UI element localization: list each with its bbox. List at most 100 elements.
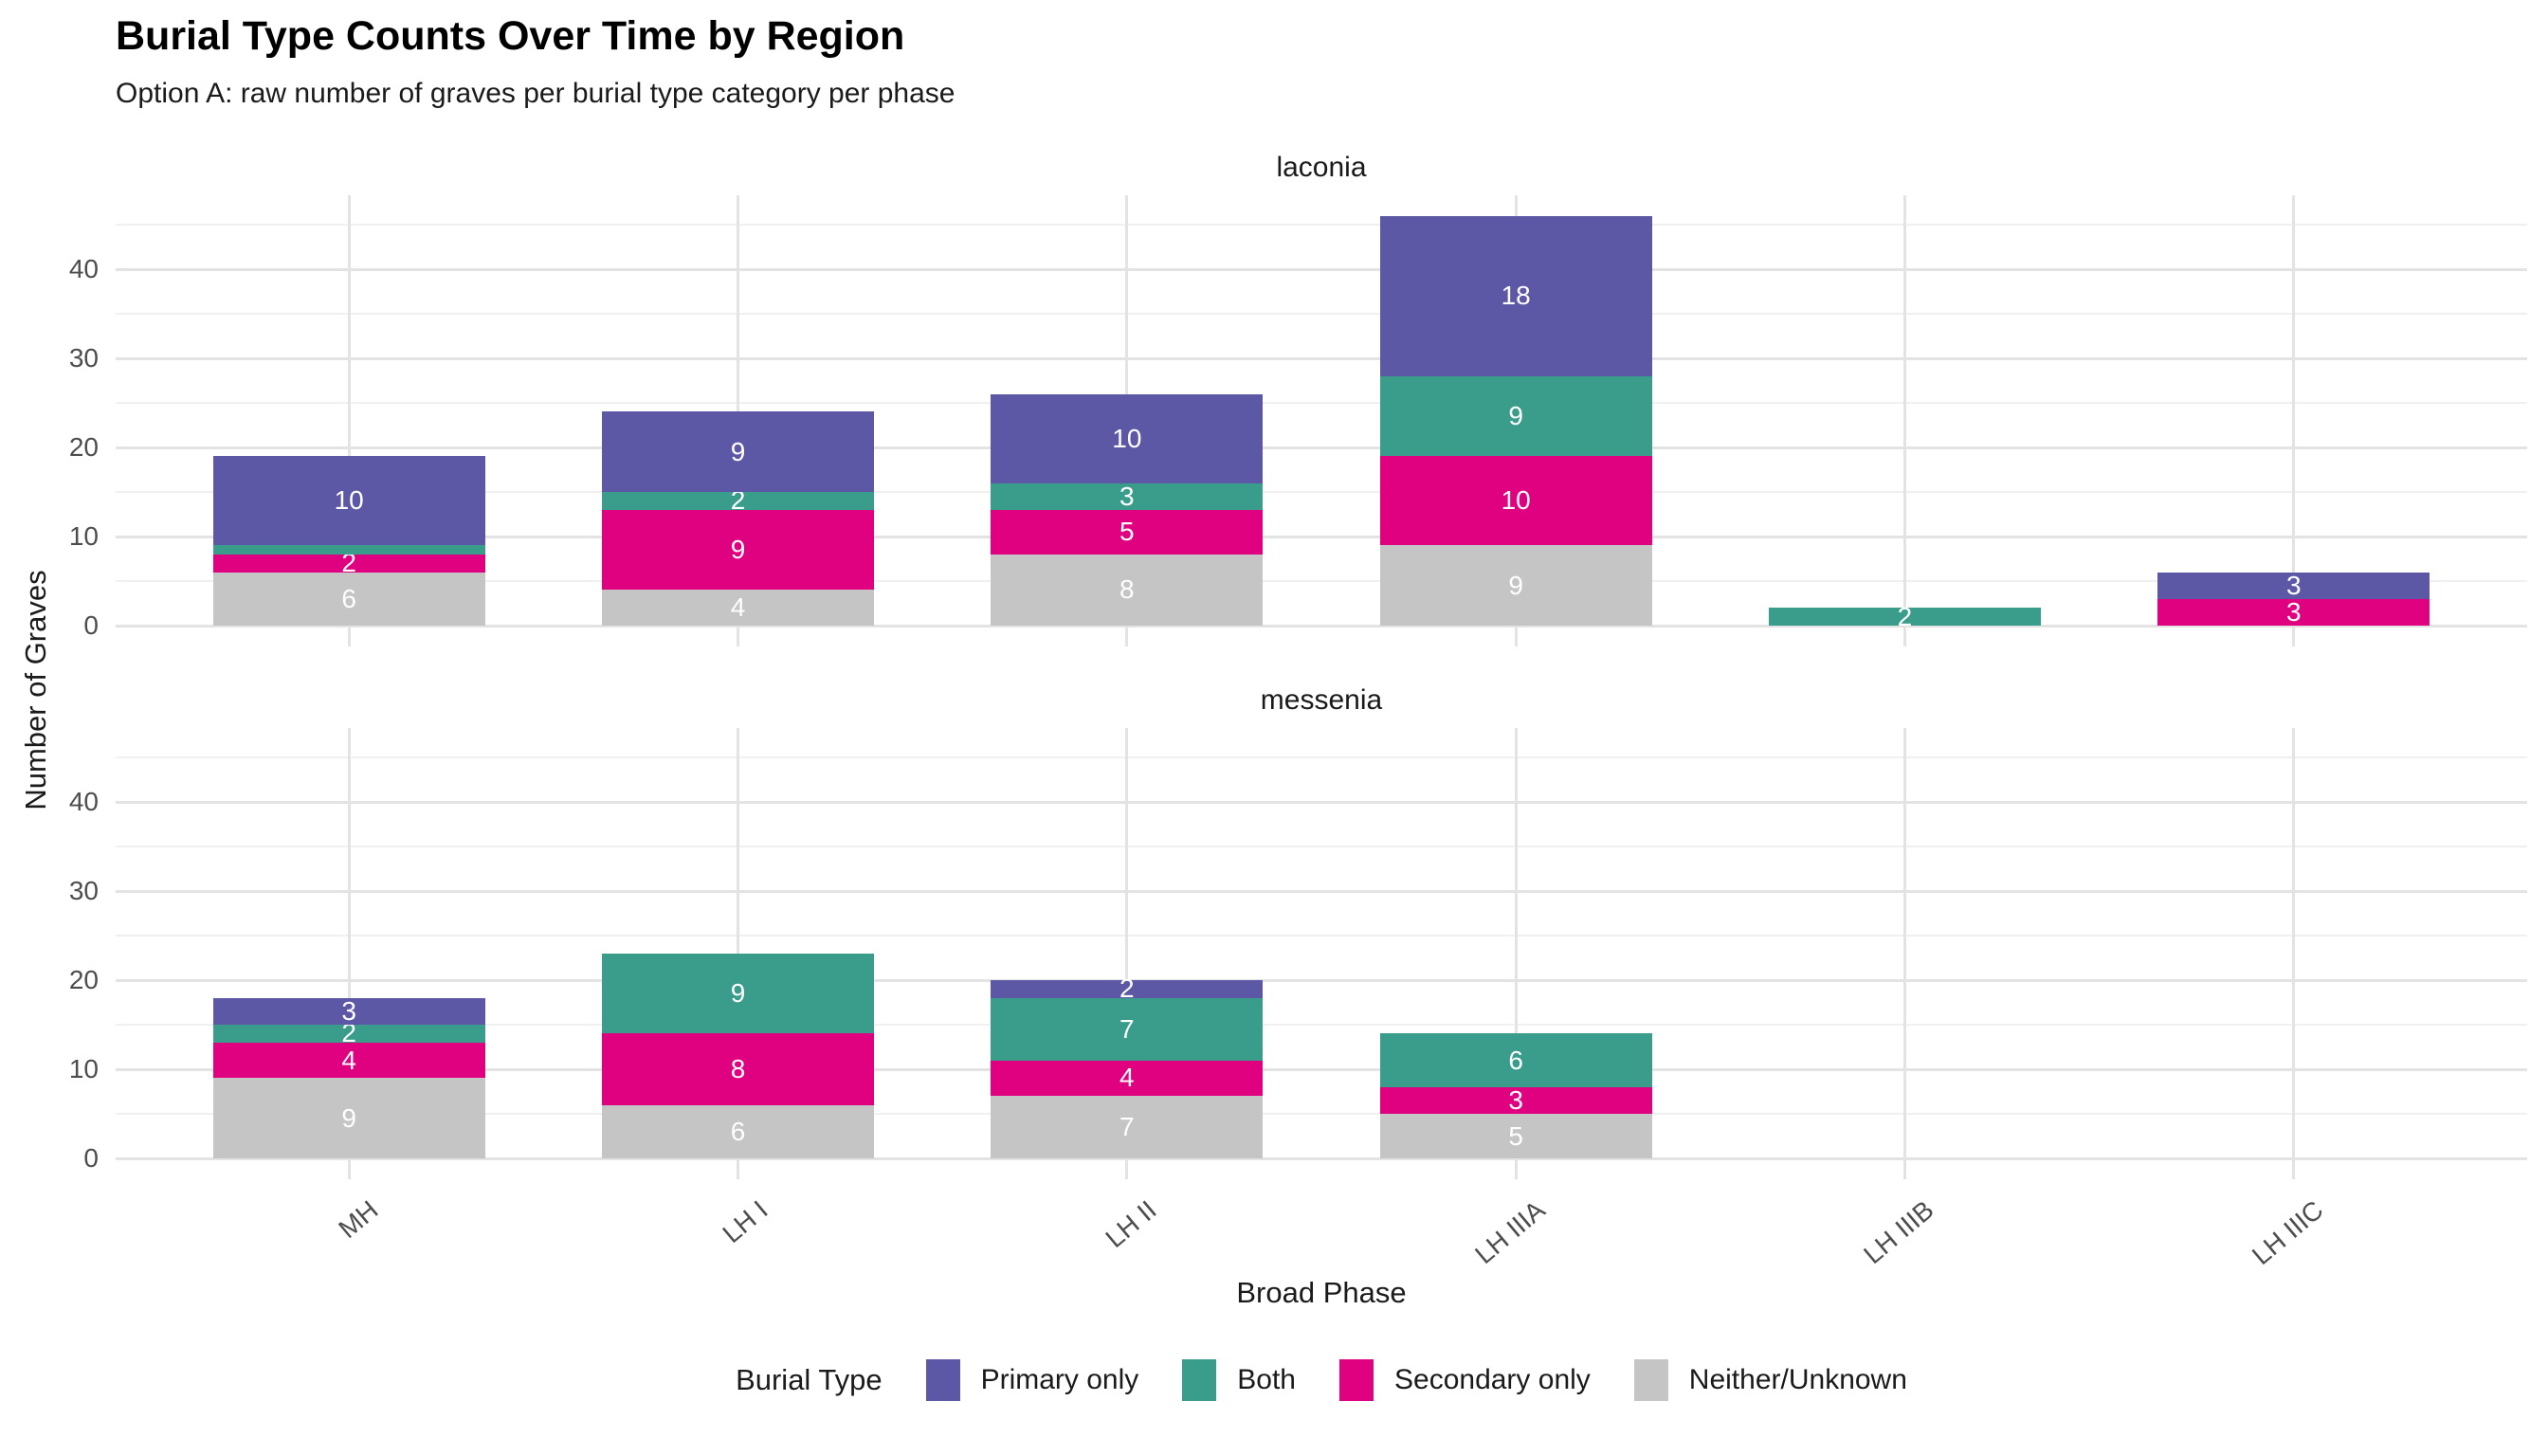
bar-value-label: 7 bbox=[1119, 1013, 1135, 1044]
legend-swatch-icon bbox=[1182, 1359, 1217, 1401]
bar-value-label: 10 bbox=[1501, 485, 1531, 516]
panel-laconia bbox=[116, 195, 2527, 646]
bar-segment: 9 bbox=[602, 953, 875, 1034]
bar-value-label: 2 bbox=[1897, 601, 1913, 631]
legend-title: Burial Type bbox=[736, 1363, 883, 1396]
bar-segment: 8 bbox=[602, 1033, 875, 1105]
bar-segment: 3 bbox=[2157, 596, 2430, 627]
bar-segment: 4 bbox=[602, 590, 875, 626]
bar-segment: 2 bbox=[991, 975, 1264, 1002]
bar-value-label: 3 bbox=[341, 995, 356, 1026]
gridline-major bbox=[116, 978, 2527, 982]
gridline-minor bbox=[116, 402, 2527, 404]
bar-segment: 9 bbox=[1379, 375, 1652, 457]
bar-value-label: 4 bbox=[341, 1045, 356, 1075]
bar-segment: 2 bbox=[602, 487, 875, 514]
legend-item: Neither/Unknown bbox=[1633, 1359, 1907, 1401]
gridline-vertical bbox=[1514, 728, 1518, 1179]
bar-segment: 2 bbox=[212, 550, 485, 576]
y-tick-label: 20 bbox=[68, 965, 99, 994]
gridline-vertical bbox=[347, 728, 351, 1179]
bar-segment bbox=[212, 545, 485, 555]
legend-label: Secondary only bbox=[1394, 1364, 1591, 1395]
legend-swatch-icon bbox=[1339, 1359, 1374, 1401]
bar-segment: 4 bbox=[212, 1042, 485, 1079]
gridline-minor bbox=[116, 935, 2527, 937]
y-tick-label: 0 bbox=[83, 610, 99, 640]
gridline-minor bbox=[116, 224, 2527, 226]
bar-segment: 8 bbox=[991, 554, 1264, 626]
bar-segment: 10 bbox=[991, 393, 1264, 483]
bar-value-label: 8 bbox=[1119, 574, 1135, 605]
bar-segment: 2 bbox=[1768, 603, 2041, 629]
gridline-major bbox=[116, 535, 2527, 538]
bar-value-label: 6 bbox=[730, 1116, 746, 1146]
y-tick-label: 40 bbox=[68, 787, 99, 816]
bar-value-label: 18 bbox=[1501, 281, 1531, 311]
gridline-major bbox=[116, 1156, 2527, 1160]
bar-segment: 3 bbox=[991, 482, 1264, 510]
bar-segment: 9 bbox=[1379, 545, 1652, 626]
bar-segment: 10 bbox=[1379, 456, 1652, 546]
bar-value-label: 9 bbox=[730, 436, 746, 466]
gridline-minor bbox=[116, 846, 2527, 847]
gridline-vertical bbox=[347, 195, 351, 646]
bar-value-label: 2 bbox=[730, 485, 746, 516]
gridline-minor bbox=[116, 580, 2527, 582]
gridline-vertical bbox=[1125, 728, 1129, 1179]
bar-segment: 7 bbox=[991, 997, 1264, 1061]
chart-title: Burial Type Counts Over Time by Region bbox=[116, 13, 905, 59]
legend-item: Secondary only bbox=[1339, 1359, 1591, 1401]
legend-label: Both bbox=[1237, 1364, 1296, 1395]
bar-value-label: 10 bbox=[1112, 423, 1142, 453]
bar-value-label: 7 bbox=[1119, 1112, 1135, 1142]
bar-segment: 5 bbox=[991, 509, 1264, 555]
legend: Burial Type Primary only Both Secondary on… bbox=[0, 1359, 2548, 1401]
bar-value-label: 4 bbox=[1119, 1063, 1135, 1093]
legend-item: Both bbox=[1182, 1359, 1296, 1401]
x-axis-title: Broad Phase bbox=[1236, 1276, 1407, 1309]
bar-segment: 3 bbox=[2157, 570, 2430, 600]
bar-value-label: 2 bbox=[341, 1018, 356, 1048]
bar-value-label: 2 bbox=[341, 548, 356, 578]
legend-swatch-icon bbox=[1633, 1359, 1668, 1401]
gridline-major bbox=[116, 446, 2527, 449]
facet-strip-laconia: laconia bbox=[1276, 152, 1367, 183]
gridline-vertical bbox=[2292, 195, 2296, 646]
bar-segment: 9 bbox=[602, 509, 875, 591]
chart-subtitle: Option A: raw number of graves per buria… bbox=[116, 78, 956, 109]
bar-value-label: 9 bbox=[341, 1102, 356, 1133]
bar-value-label: 6 bbox=[341, 583, 356, 613]
bar-value-label: 6 bbox=[1508, 1045, 1523, 1075]
gridline-minor bbox=[116, 756, 2527, 758]
bar-segment: 9 bbox=[602, 411, 875, 492]
bar-segment: 3 bbox=[1379, 1084, 1652, 1115]
panel-messenia bbox=[116, 728, 2527, 1179]
bar-segment: 6 bbox=[602, 1104, 875, 1158]
gridline-vertical bbox=[1902, 195, 1906, 646]
bar-value-label: 4 bbox=[730, 592, 746, 623]
gridline-major bbox=[116, 624, 2527, 628]
y-tick-label: 30 bbox=[68, 876, 99, 905]
bar-value-label: 5 bbox=[1508, 1120, 1523, 1151]
bar-value-label: 3 bbox=[2286, 596, 2302, 627]
gridline-vertical bbox=[1902, 728, 1906, 1179]
gridline-major bbox=[116, 356, 2527, 360]
gridline-minor bbox=[116, 1024, 2527, 1026]
bar-value-label: 2 bbox=[1119, 974, 1135, 1004]
bar-value-label: 8 bbox=[730, 1053, 746, 1083]
y-tick-label: 10 bbox=[68, 521, 99, 551]
bar-value-label: 9 bbox=[1508, 401, 1523, 431]
bar-segment: 10 bbox=[212, 456, 485, 546]
facet-strip-messenia: messenia bbox=[1260, 684, 1383, 716]
y-tick-label: 40 bbox=[68, 254, 99, 283]
bar-segment: 9 bbox=[212, 1078, 485, 1158]
legend-label: Primary only bbox=[980, 1364, 1139, 1395]
bar-value-label: 9 bbox=[730, 978, 746, 1009]
legend-label: Neither/Unknown bbox=[1688, 1364, 1907, 1395]
bar-value-label: 3 bbox=[1508, 1084, 1523, 1115]
bar-segment: 7 bbox=[991, 1096, 1264, 1158]
legend-swatch-icon bbox=[925, 1359, 960, 1401]
gridline-minor bbox=[116, 313, 2527, 315]
bar-value-label: 3 bbox=[2286, 570, 2302, 600]
